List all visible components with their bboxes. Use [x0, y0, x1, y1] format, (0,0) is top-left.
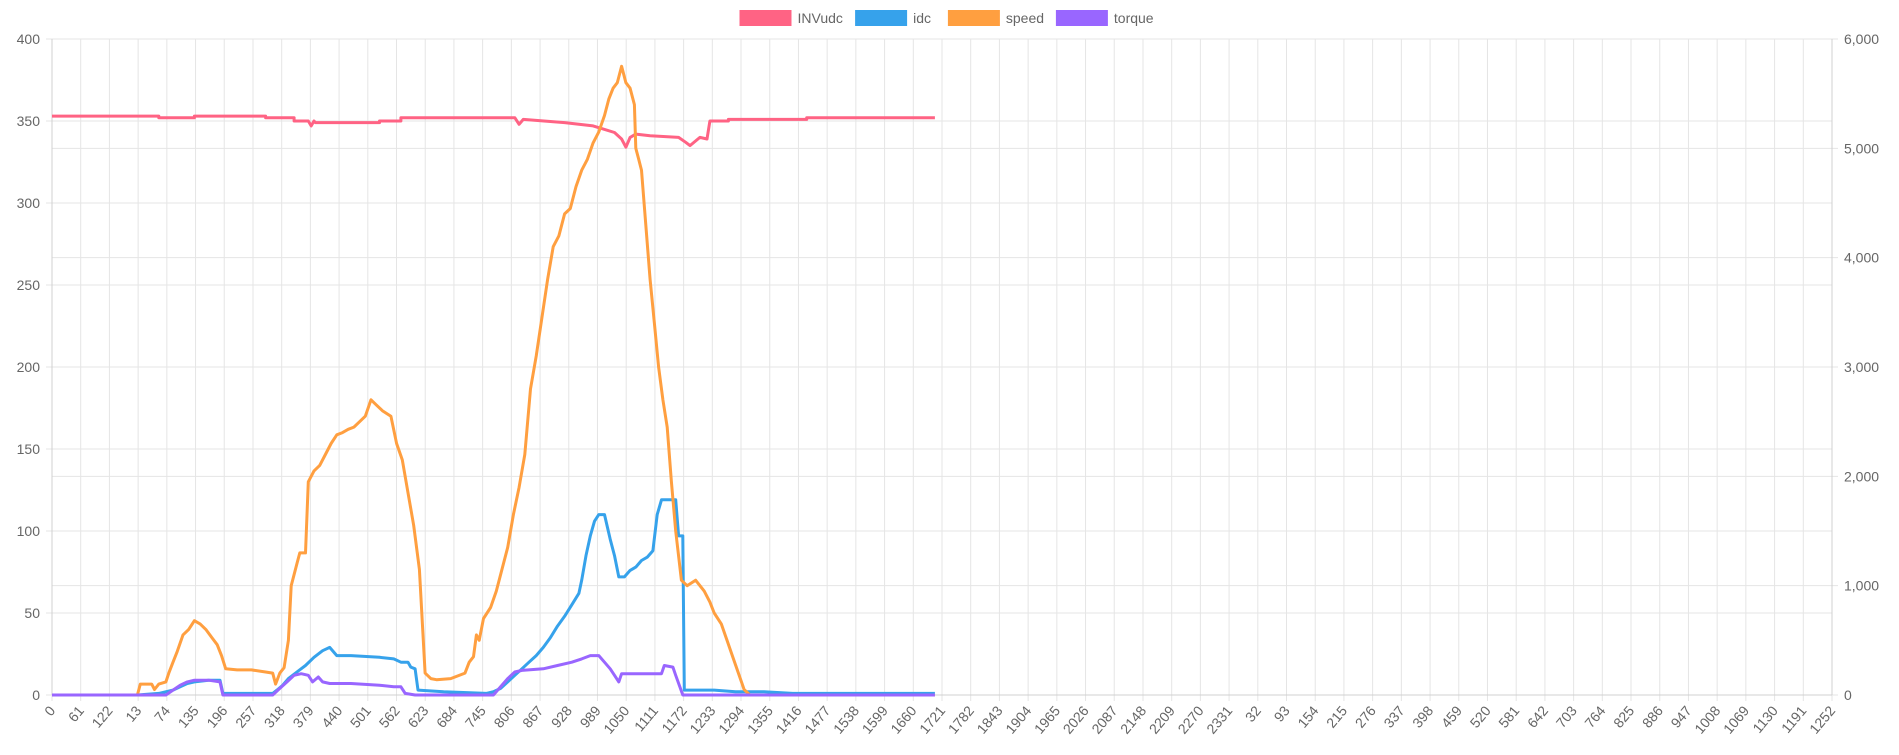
legend-item-speed[interactable]: speed: [947, 10, 1044, 26]
x-tick-label: 459: [1438, 702, 1465, 730]
x-tick-label: 2148: [1117, 702, 1149, 736]
x-tick-label: 623: [404, 702, 431, 730]
x-tick-label: 1721: [916, 702, 948, 736]
y-left-tick-label: 50: [24, 605, 40, 621]
x-tick-label: 501: [347, 702, 374, 730]
x-tick-label: 642: [1524, 702, 1551, 730]
x-tick-label: 32: [1242, 702, 1264, 724]
legend-item-torque[interactable]: torque: [1055, 10, 1154, 26]
x-tick-label: 1233: [686, 702, 718, 736]
x-tick-label: 2270: [1174, 702, 1206, 736]
legend: INVudc idc speed torque: [739, 10, 1154, 26]
legend-swatch: [947, 10, 1000, 26]
x-tick-label: 1069: [1720, 702, 1752, 736]
x-tick-label: 1111: [631, 702, 661, 734]
x-tick-label: 135: [175, 702, 202, 730]
x-tick-label: 2209: [1146, 702, 1178, 736]
series-line-speed: [52, 64, 935, 697]
y-right-tick-label: 1,000: [1844, 578, 1879, 594]
x-tick-label: 1599: [859, 702, 891, 736]
x-tick-label: 1172: [658, 702, 690, 736]
x-tick-label: 1538: [830, 702, 862, 736]
x-tick-label: 1130: [1749, 702, 1781, 736]
x-tick-label: 257: [232, 702, 259, 730]
y-left-tick-label: 400: [17, 31, 41, 47]
x-tick-label: 1843: [973, 702, 1005, 736]
x-tick-label: 825: [1610, 702, 1637, 730]
y-right-tick-label: 3,000: [1844, 359, 1879, 375]
x-tick-label: 337: [1380, 702, 1407, 730]
x-tick-label: 581: [1495, 702, 1522, 730]
legend-swatch: [739, 10, 792, 26]
y-right-tick-label: 0: [1844, 687, 1852, 703]
x-tick-label: 440: [318, 702, 345, 730]
legend-label: torque: [1114, 10, 1154, 26]
x-tick-label: 1050: [600, 702, 632, 736]
legend-item-invudc[interactable]: INVudc: [739, 10, 843, 26]
x-tick-label: 61: [65, 702, 87, 724]
x-tick-label: 1477: [801, 702, 833, 736]
x-tick-label: 93: [1271, 702, 1293, 724]
x-tick-label: 520: [1467, 702, 1494, 730]
legend-swatch: [855, 10, 908, 26]
x-tick-label: 562: [376, 702, 403, 730]
x-tick-label: 1965: [1031, 702, 1063, 736]
x-tick-label: 276: [1352, 702, 1379, 730]
y-left-tick-label: 200: [17, 359, 41, 375]
x-tick-label: 398: [1409, 702, 1436, 730]
x-tick-label: 1355: [744, 702, 776, 736]
x-tick-label: 379: [289, 702, 316, 730]
x-tick-label: 122: [88, 702, 115, 730]
x-tick-label: 1252: [1806, 702, 1838, 736]
x-tick-label: 2087: [1088, 702, 1120, 736]
x-tick-label: 1294: [715, 702, 747, 736]
x-tick-label: 684: [433, 702, 460, 730]
x-tick-label: 867: [519, 702, 546, 730]
x-tick-label: 1416: [772, 702, 804, 736]
y-right-tick-label: 5,000: [1844, 140, 1879, 156]
x-tick-label: 318: [261, 702, 288, 730]
y-left-tick-label: 100: [17, 523, 41, 539]
x-tick-label: 764: [1581, 702, 1608, 730]
x-tick-label: 1191: [1778, 702, 1810, 736]
x-tick-label: 703: [1553, 702, 1580, 730]
legend-item-idc[interactable]: idc: [855, 10, 931, 26]
y-left-tick-label: 350: [17, 113, 41, 129]
legend-swatch: [1055, 10, 1108, 26]
legend-label: speed: [1006, 10, 1044, 26]
grid: [46, 38, 1838, 701]
x-tick-label: 1660: [887, 702, 919, 736]
series-line-invudc: [52, 114, 935, 149]
y-left-tick-label: 150: [17, 441, 41, 457]
x-tick-label: 2331: [1203, 702, 1235, 736]
y-left-tick-label: 300: [17, 195, 41, 211]
y-right-tick-label: 2,000: [1844, 468, 1879, 484]
x-tick-label: 13: [122, 702, 144, 724]
x-tick-label: 2026: [1060, 702, 1092, 736]
x-tick-label: 1008: [1691, 702, 1723, 736]
series-group: [52, 64, 935, 697]
x-tick-label: 0: [41, 702, 58, 718]
axes: 0 61 122 13 74 135 196 257 318 379 440 501 562 623 684…: [17, 31, 1880, 737]
legend-label: idc: [913, 10, 931, 26]
y-right-tick-label: 6,000: [1844, 31, 1879, 47]
x-tick-label: 928: [548, 702, 575, 730]
y-left-tick-label: 250: [17, 277, 41, 293]
x-tick-label: 215: [1323, 702, 1350, 730]
x-tick-label: 806: [490, 702, 517, 730]
y-right-tick-label: 4,000: [1844, 250, 1879, 266]
x-tick-label: 1904: [1002, 702, 1034, 736]
legend-label: INVudc: [798, 10, 843, 26]
x-tick-label: 154: [1294, 702, 1321, 730]
x-tick-label: 196: [203, 702, 230, 730]
series-line-torque: [52, 654, 935, 697]
x-tick-label: 1782: [945, 702, 977, 736]
x-tick-label: 745: [462, 702, 489, 730]
x-tick-label: 74: [151, 702, 173, 724]
y-left-tick-label: 0: [32, 687, 40, 703]
x-tick-label: 886: [1639, 702, 1666, 730]
